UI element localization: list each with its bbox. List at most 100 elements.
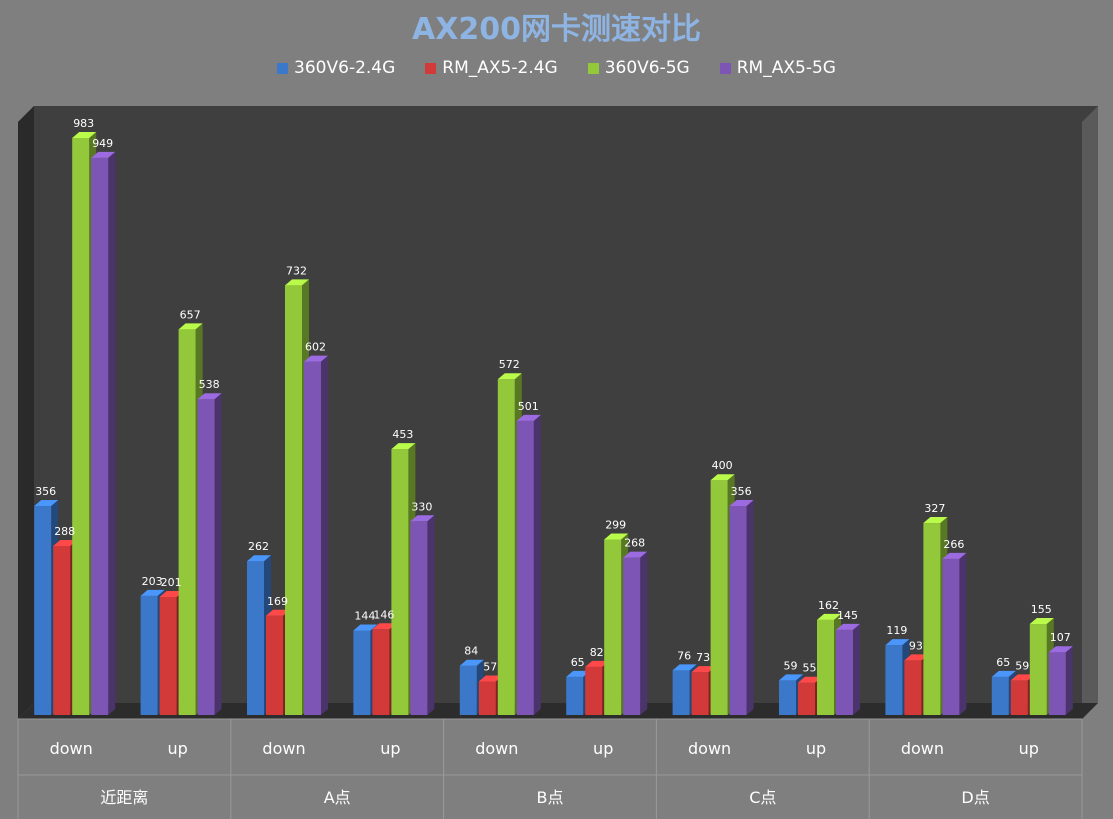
data-label: 657 [180,308,201,321]
bar-front-face [904,660,922,715]
bar-top-face [923,517,948,524]
data-label: 59 [784,659,798,672]
tick-label-sub: down [901,739,944,758]
bar-front-face [304,361,321,715]
tick-label-sub: down [262,739,305,758]
data-label: 169 [267,595,288,608]
bar [942,552,967,715]
bar-top-face [391,443,416,450]
bar-front-face [247,561,264,715]
bar-top-face [798,676,822,683]
data-label: 262 [248,540,269,553]
data-label: 400 [712,459,733,472]
tick-label-group: A点 [324,788,351,807]
bar-front-face [266,615,283,715]
bar-top-face [623,551,648,558]
bar-front-face [672,670,690,715]
data-label: 119 [886,624,907,637]
bar-front-face [1048,652,1066,715]
bar-top-face [72,131,97,138]
bar-top-face [140,589,165,596]
bar-top-face [247,555,271,562]
bar-front-face [779,680,796,715]
tick-label-sub: up [167,739,187,758]
bar-front-face [53,545,71,715]
bar-side-face [108,151,116,715]
bar-side-face [959,552,967,715]
bar-side-face [853,623,860,715]
bar-top-face [497,373,522,380]
bar-front-face [710,480,728,715]
bar-top-face [1029,618,1054,625]
bar-top-face [691,666,716,673]
data-label: 93 [909,639,923,652]
data-label: 288 [54,525,75,538]
data-label: 330 [411,500,432,513]
bar-top-face [516,414,541,421]
data-label: 327 [924,502,945,515]
bar-top-face [178,323,203,330]
bar-front-face [459,665,477,715]
bar-front-face [691,672,709,715]
legend-label: 360V6-5G [604,58,690,78]
bar-top-face [991,670,1016,677]
bar-front-face [285,285,302,715]
legend-item-360v6-2-4g: 360V6-2.4G [277,58,395,78]
data-label: 356 [35,485,56,498]
bar-top-face [1010,674,1035,681]
bar-side-face [214,393,222,715]
data-label: 538 [199,378,220,391]
tick-label-group: C点 [749,788,776,807]
data-labels-layer: 3562889839492032016575382621697326021441… [35,117,1071,675]
bar-front-face [991,676,1009,715]
bar-top-face [729,500,754,507]
bar [729,500,754,715]
data-label: 299 [605,518,626,531]
data-label: 356 [731,485,752,498]
data-label: 602 [305,341,326,354]
bar [197,393,222,715]
data-label: 57 [483,661,497,674]
legend-swatch [587,62,599,74]
bar-top-face [885,639,910,646]
data-label: 76 [677,649,691,662]
bar-top-face [817,613,841,620]
tick-label-group: 近距离 [100,788,148,807]
bar-top-face [91,151,116,158]
bar-front-face [885,645,903,715]
tick-label-sub: down [688,739,731,758]
plot-left-wall [18,106,34,719]
bar-top-face [353,624,378,631]
bars-layer [34,131,1073,715]
bar-top-face [285,279,309,286]
tick-label-sub: up [380,739,400,758]
bar-top-face [836,623,860,630]
data-label: 162 [818,599,839,612]
bar [516,414,541,715]
bar-top-face [159,591,184,598]
data-label: 453 [392,428,413,441]
bar-top-face [779,674,803,681]
tick-label-sub: down [475,739,518,758]
data-label: 73 [696,651,710,664]
bar [1048,646,1073,715]
bar-front-face [197,399,215,715]
tick-label-sub: up [806,739,826,758]
data-label: 144 [354,609,375,622]
bar-front-face [159,597,177,715]
bar-top-face [672,664,697,671]
bar-top-face [372,623,397,630]
bar [623,551,648,715]
bar-top-face [266,609,290,616]
data-label: 266 [943,538,964,551]
bar-front-face [391,449,409,715]
tick-label-sub: up [593,739,613,758]
chart-legend: 360V6-2.4G RM_AX5-2.4G 360V6-5G RM_AX5-5… [0,58,1113,78]
bar-side-face [640,551,648,715]
bar-side-face [533,414,541,715]
bar-top-face [585,660,610,667]
bar-front-face [353,630,371,715]
legend-swatch [277,62,289,74]
legend-label: 360V6-2.4G [294,58,396,78]
